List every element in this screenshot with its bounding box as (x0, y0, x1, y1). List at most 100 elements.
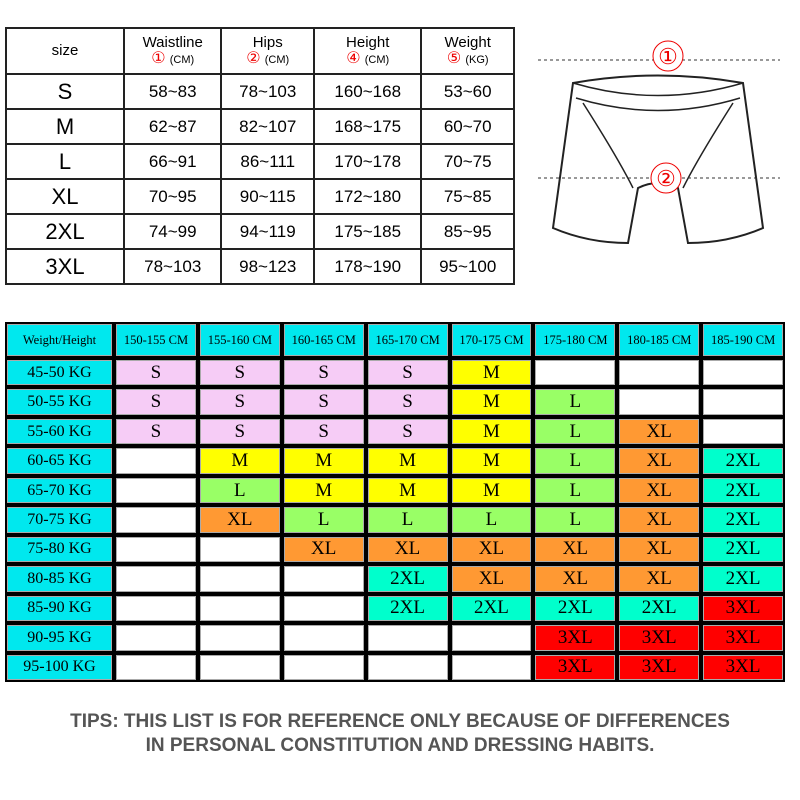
marker-number: ⑤ (446, 49, 462, 67)
size-cell: M (451, 360, 532, 386)
size-cell: L (535, 418, 616, 445)
size-cell: M (451, 389, 532, 415)
height-column-header: 170-175 CM (451, 324, 532, 356)
measurement-cell: 78~103 (220, 73, 316, 110)
size-cell: 3XL (535, 654, 616, 680)
size-label: L (5, 143, 125, 180)
measurement-cell: 95~100 (420, 248, 515, 285)
size-cell: S (367, 418, 448, 445)
empty-cell (199, 566, 280, 592)
empty-cell (199, 595, 280, 622)
size-cell: M (283, 477, 364, 504)
size-cell: L (451, 507, 532, 533)
size-cell: L (283, 507, 364, 533)
empty-cell (199, 625, 280, 651)
measurement-cell: 58~83 (122, 73, 223, 110)
weight-row-header: 60-65 KG (7, 448, 112, 474)
empty-cell (116, 595, 196, 622)
size-row: 3XL 78~103 98~123 178~190 95~100 (5, 248, 515, 285)
size-cell: S (283, 389, 364, 415)
size-label: XL (5, 178, 125, 215)
size-cell: S (283, 360, 364, 386)
weight-row-header: 65-70 KG (7, 477, 112, 504)
empty-cell (703, 389, 783, 415)
size-row: S 58~83 78~103 160~168 53~60 (5, 73, 515, 110)
empty-cell (367, 625, 448, 651)
tips-note: TIPS: THIS LIST IS FOR REFERENCE ONLY BE… (0, 710, 800, 758)
measurement-cell: 78~103 (122, 248, 223, 285)
size-cell: S (116, 418, 196, 445)
measurement-cell: 74~99 (122, 213, 223, 250)
unit-label: (CM) (169, 53, 195, 66)
size-cell: XL (451, 566, 532, 592)
size-cell: 2XL (703, 566, 783, 592)
size-cell: S (283, 418, 364, 445)
header-label: Waistline (142, 33, 203, 51)
unit-label: (CM) (364, 53, 390, 66)
size-cell: M (367, 448, 448, 474)
weight-row-header: 85-90 KG (7, 595, 112, 622)
size-cell: XL (535, 566, 616, 592)
height-column-header: 180-185 CM (619, 324, 700, 356)
size-cell: 2XL (703, 477, 783, 504)
empty-cell (703, 360, 783, 386)
size-label: 3XL (5, 248, 125, 285)
measurement-cell: 82~107 (220, 108, 316, 145)
hips-marker: ② (656, 166, 676, 191)
size-cell: M (451, 477, 532, 504)
measurement-cell: 66~91 (122, 143, 223, 180)
size-cell: XL (535, 536, 616, 563)
size-cell: 3XL (703, 625, 783, 651)
size-cell: 3XL (703, 595, 783, 622)
size-cell: L (535, 507, 616, 533)
marker-number: ④ (346, 49, 361, 67)
size-cell: S (199, 360, 280, 386)
size-table-header: size Waistline ① (CM) Hips ② (CM) Height ④ … (5, 27, 515, 75)
size-cell: XL (619, 507, 700, 533)
height-column-header: 155-160 CM (199, 324, 280, 356)
empty-cell (451, 654, 532, 680)
size-cell: XL (619, 566, 700, 592)
size-row: L 66~91 86~111 170~178 70~75 (5, 143, 515, 180)
empty-cell (116, 536, 196, 563)
empty-cell (283, 654, 364, 680)
seam-lines (582, 102, 734, 189)
size-cell: XL (367, 536, 448, 563)
empty-cell (116, 654, 196, 680)
measurement-cell: 172~180 (313, 178, 423, 215)
size-cell: M (283, 448, 364, 474)
weight-row-header: 75-80 KG (7, 536, 112, 563)
measurement-cell: 168~175 (313, 108, 423, 145)
size-cell: L (199, 477, 280, 504)
empty-cell (116, 448, 196, 474)
marker-circle (650, 162, 682, 194)
measurement-cell: 60~70 (420, 108, 515, 145)
empty-cell (116, 566, 196, 592)
size-cell: S (367, 389, 448, 415)
marker-number: ① (151, 49, 166, 67)
measurement-cell: 85~95 (420, 213, 515, 250)
size-cell: 2XL (535, 595, 616, 622)
tips-line-1: TIPS: THIS LIST IS FOR REFERENCE ONLY BE… (70, 711, 730, 732)
measurement-cell: 98~123 (220, 248, 316, 285)
height-column-header: 150-155 CM (116, 324, 196, 356)
empty-cell (116, 507, 196, 533)
size-label: S (5, 73, 125, 110)
size-cell: 2XL (451, 595, 532, 622)
size-cell: XL (199, 507, 280, 533)
height-column-header: 185-190 CM (703, 324, 783, 356)
measurement-cell: 90~115 (220, 178, 316, 215)
weight-row-header: 50-55 KG (7, 389, 112, 415)
measurement-cell: 70~95 (122, 178, 223, 215)
empty-cell (619, 360, 700, 386)
size-cell: L (535, 389, 616, 415)
measurement-cell: 94~119 (220, 213, 316, 250)
size-cell: L (535, 448, 616, 474)
empty-cell (619, 389, 700, 415)
empty-cell (367, 654, 448, 680)
measurement-cell: 62~87 (122, 108, 223, 145)
size-cell: 2XL (367, 566, 448, 592)
size-cell: 3XL (535, 625, 616, 651)
weight-row-header: 90-95 KG (7, 625, 112, 651)
weight-height-size-grid: Weight/Height 150-155 CM 155-160 CM 160-165… (5, 322, 785, 682)
